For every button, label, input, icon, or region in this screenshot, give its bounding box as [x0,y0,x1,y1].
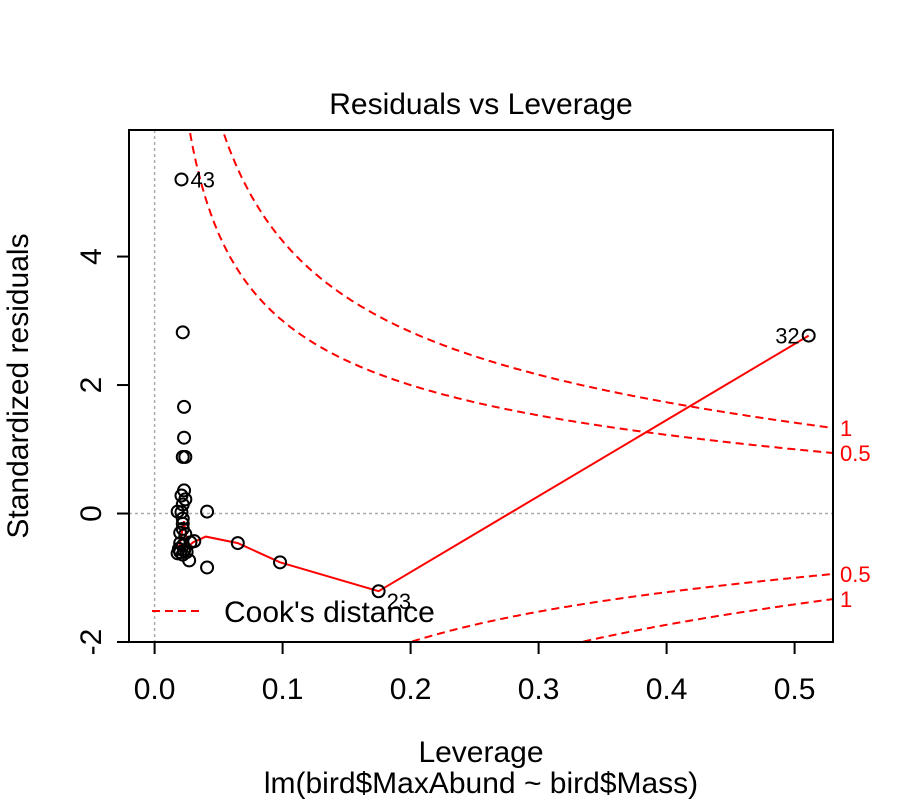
x-tick-label: 0.5 [774,673,816,706]
data-point [273,555,288,570]
point-label: 43 [190,167,214,192]
smooth-polyline [176,334,810,593]
y-tick-label: 0 [75,505,108,522]
reference-lines [129,130,833,642]
plot-frame [128,129,834,643]
data-point [177,399,192,414]
x-tick-label: 0.2 [390,673,432,706]
data-point [174,172,189,187]
data-point [175,511,190,526]
data-point [178,449,193,464]
x-tick-label: 0.1 [262,673,304,706]
data-point [175,325,190,340]
x-tick-label: 0.3 [518,673,560,706]
legend-label: Cook's distance [224,596,435,629]
cooks-distance-labels: 0.50.511 [840,416,871,612]
cooks-level-label-lower-0: 0.5 [840,562,871,587]
data-point [200,504,215,519]
data-point [230,536,245,551]
data-point [174,488,189,503]
cooks-distance-curves [188,130,833,642]
data-point [200,560,215,575]
point-label: 32 [775,324,799,349]
data-point [801,328,816,343]
x-tick-label: 0.0 [134,673,176,706]
y-axis-label: Standardized residuals [2,233,35,538]
y-axis: -2 0 2 4 [75,248,130,656]
x-axis: 0.0 0.1 0.2 0.3 0.4 0.5 [134,641,816,706]
point-labels: 43 32 23 [190,167,799,614]
cooks-level-label-upper-1: 1 [840,416,852,441]
chart-subtitle: lm(bird$MaxAbund ~ bird$Mass) [264,767,698,800]
data-point [182,553,197,568]
legend: Cook's distance [152,596,435,629]
point-label: 23 [387,589,411,614]
cooks-curve-upper-1 [221,130,833,429]
y-tick-label: 2 [75,377,108,394]
x-tick-label: 0.4 [646,673,688,706]
data-point [175,516,190,531]
cooks-level-label-upper-0: 0.5 [840,441,871,466]
data-point [371,584,386,599]
y-tick-label: 4 [75,248,108,265]
data-points [170,172,816,599]
x-axis-label: Leverage [418,736,543,769]
smooth-line [176,334,810,593]
data-point [177,430,192,445]
cooks-curve-lower-0 [407,573,833,642]
chart-title: Residuals vs Leverage [329,88,633,121]
y-tick-label: -2 [75,629,108,656]
cooks-curve-upper-0 [188,130,833,454]
cooks-level-label-lower-1: 1 [840,587,852,612]
